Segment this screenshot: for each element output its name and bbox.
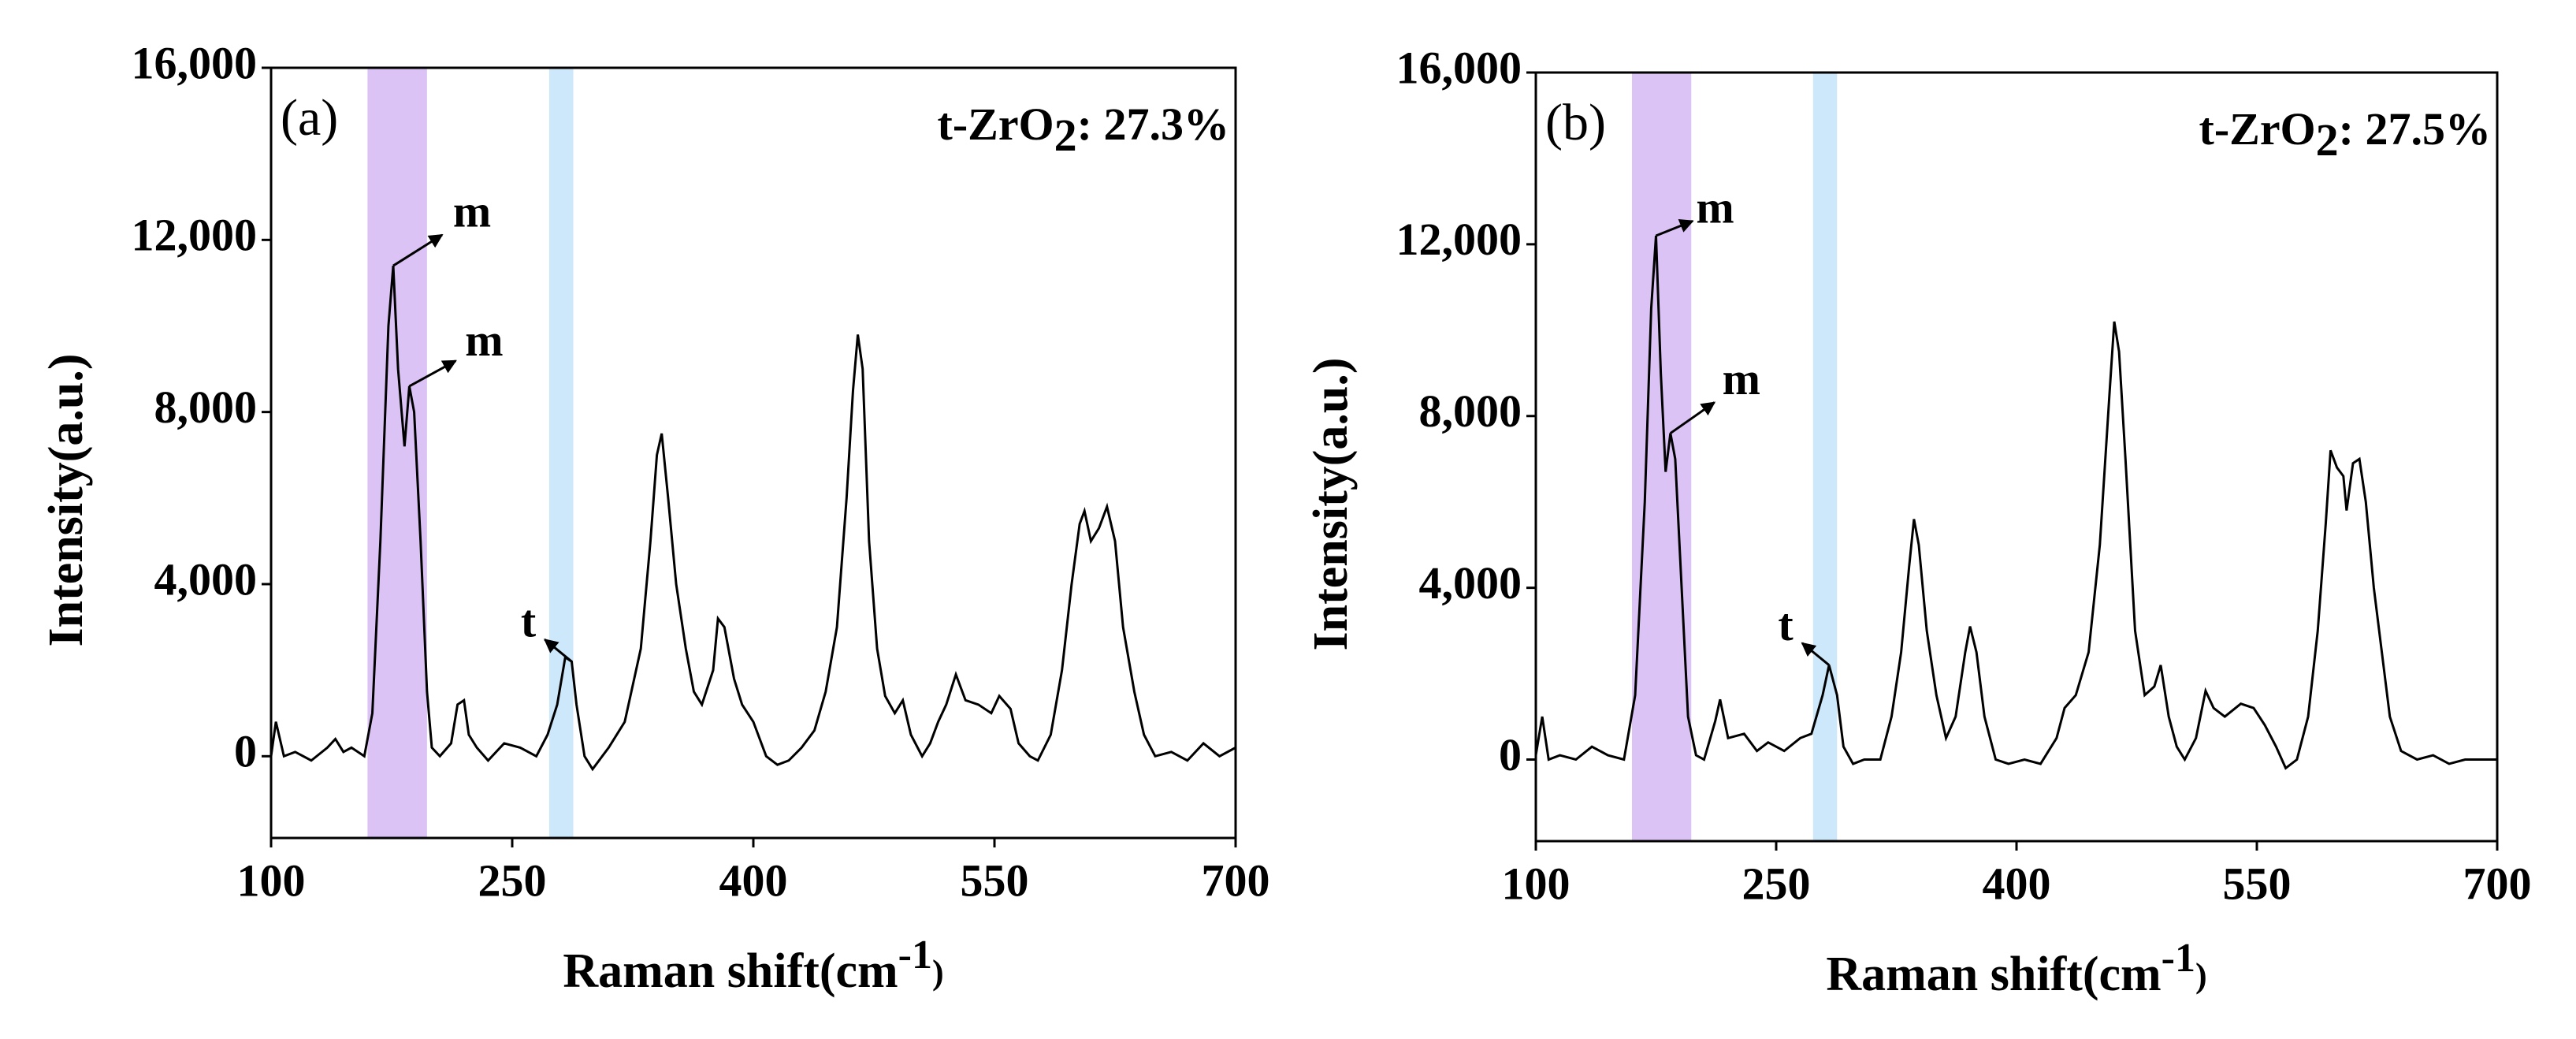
x-tick-label: 400 bbox=[1983, 858, 2051, 909]
y-tick-label: 0 bbox=[234, 726, 257, 777]
panel: 100 250 400 550 700 0 4,000 8,000 12,000 16,000 Ra… bbox=[1304, 42, 2531, 1001]
y-tick-label: 16,000 bbox=[132, 37, 258, 88]
y-tick-label: 8,000 bbox=[1419, 385, 1522, 437]
x-tick-label: 550 bbox=[961, 855, 1029, 906]
x-tick-label: 400 bbox=[719, 855, 788, 906]
panel-label: (a) bbox=[281, 89, 338, 147]
annotation-label: m bbox=[1696, 181, 1734, 233]
panel-label: (b) bbox=[1545, 94, 1606, 151]
x-axis-title-part: (cm bbox=[820, 944, 898, 998]
annotation-label: m bbox=[465, 315, 503, 366]
x-tick-label: 250 bbox=[478, 855, 547, 906]
x-axis-title-part: (cm bbox=[2083, 948, 2162, 1001]
x-axis-title-sup: -1 bbox=[898, 933, 932, 978]
highlight-band bbox=[1632, 73, 1692, 841]
annotation-arrow bbox=[1669, 401, 1716, 434]
phase-label-part: : 27.3% bbox=[1077, 99, 1229, 150]
phase-label-part: t-ZrO bbox=[2199, 103, 2316, 155]
highlight-band bbox=[1812, 73, 1838, 841]
spectrum-line bbox=[269, 265, 1236, 772]
y-tick-label: 12,000 bbox=[132, 210, 258, 261]
panel: 100 250 400 550 700 0 4,000 8,000 12,000 16,000 Ra… bbox=[39, 37, 1269, 998]
annotation-arrow bbox=[408, 359, 457, 388]
annotation-label: m bbox=[1723, 353, 1760, 404]
y-tick-label: 12,000 bbox=[1396, 214, 1522, 265]
x-axis-title: Raman shift(cm-1) bbox=[1826, 936, 2206, 1001]
x-tick-label: 100 bbox=[237, 855, 306, 906]
x-tick-label: 250 bbox=[1742, 858, 1811, 909]
x-tick-label: 700 bbox=[2463, 858, 2532, 909]
x-axis-title-part: Raman shift bbox=[1826, 948, 2083, 1001]
annotation-arrow bbox=[1655, 219, 1694, 237]
annotation-arrow bbox=[543, 639, 573, 663]
spectrum-line bbox=[1534, 235, 2497, 770]
y-tick-label: 0 bbox=[1499, 729, 1522, 780]
annotation-label: t bbox=[521, 596, 537, 647]
annotation-label: t bbox=[1778, 599, 1794, 650]
annotation-label: m bbox=[453, 185, 491, 236]
x-axis-title-part: ) bbox=[932, 953, 944, 992]
phase-label: t-ZrO2: 27.5% bbox=[2199, 103, 2492, 166]
x-tick-label: 700 bbox=[1202, 855, 1270, 906]
x-axis-title-part: ) bbox=[2195, 956, 2207, 995]
annotation-arrow bbox=[1801, 642, 1831, 666]
x-axis-title-sup: -1 bbox=[2162, 936, 2195, 981]
y-tick-label: 8,000 bbox=[154, 382, 258, 433]
y-tick-label: 4,000 bbox=[154, 553, 258, 605]
x-tick-label: 100 bbox=[1502, 858, 1571, 909]
x-axis-title: Raman shift(cm-1) bbox=[563, 933, 943, 998]
highlight-band bbox=[548, 68, 574, 838]
y-tick-label: 16,000 bbox=[1396, 42, 1522, 93]
phase-label-part: t-ZrO bbox=[938, 99, 1054, 150]
phase-label-sub: 2 bbox=[2316, 114, 2339, 166]
phase-label-part: : 27.5% bbox=[2339, 103, 2491, 155]
phase-label: t-ZrO2: 27.3% bbox=[938, 99, 1230, 161]
y-tick-label: 4,000 bbox=[1419, 557, 1522, 609]
x-axis-title-part: Raman shift bbox=[563, 944, 820, 998]
phase-label-sub: 2 bbox=[1054, 110, 1077, 161]
highlight-band bbox=[367, 68, 427, 838]
y-axis-title: Intensity(a.u.) bbox=[1304, 357, 1358, 650]
x-tick-label: 550 bbox=[2223, 858, 2292, 909]
y-axis-title: Intensity(a.u.) bbox=[39, 353, 93, 646]
annotation-arrow bbox=[392, 233, 444, 267]
